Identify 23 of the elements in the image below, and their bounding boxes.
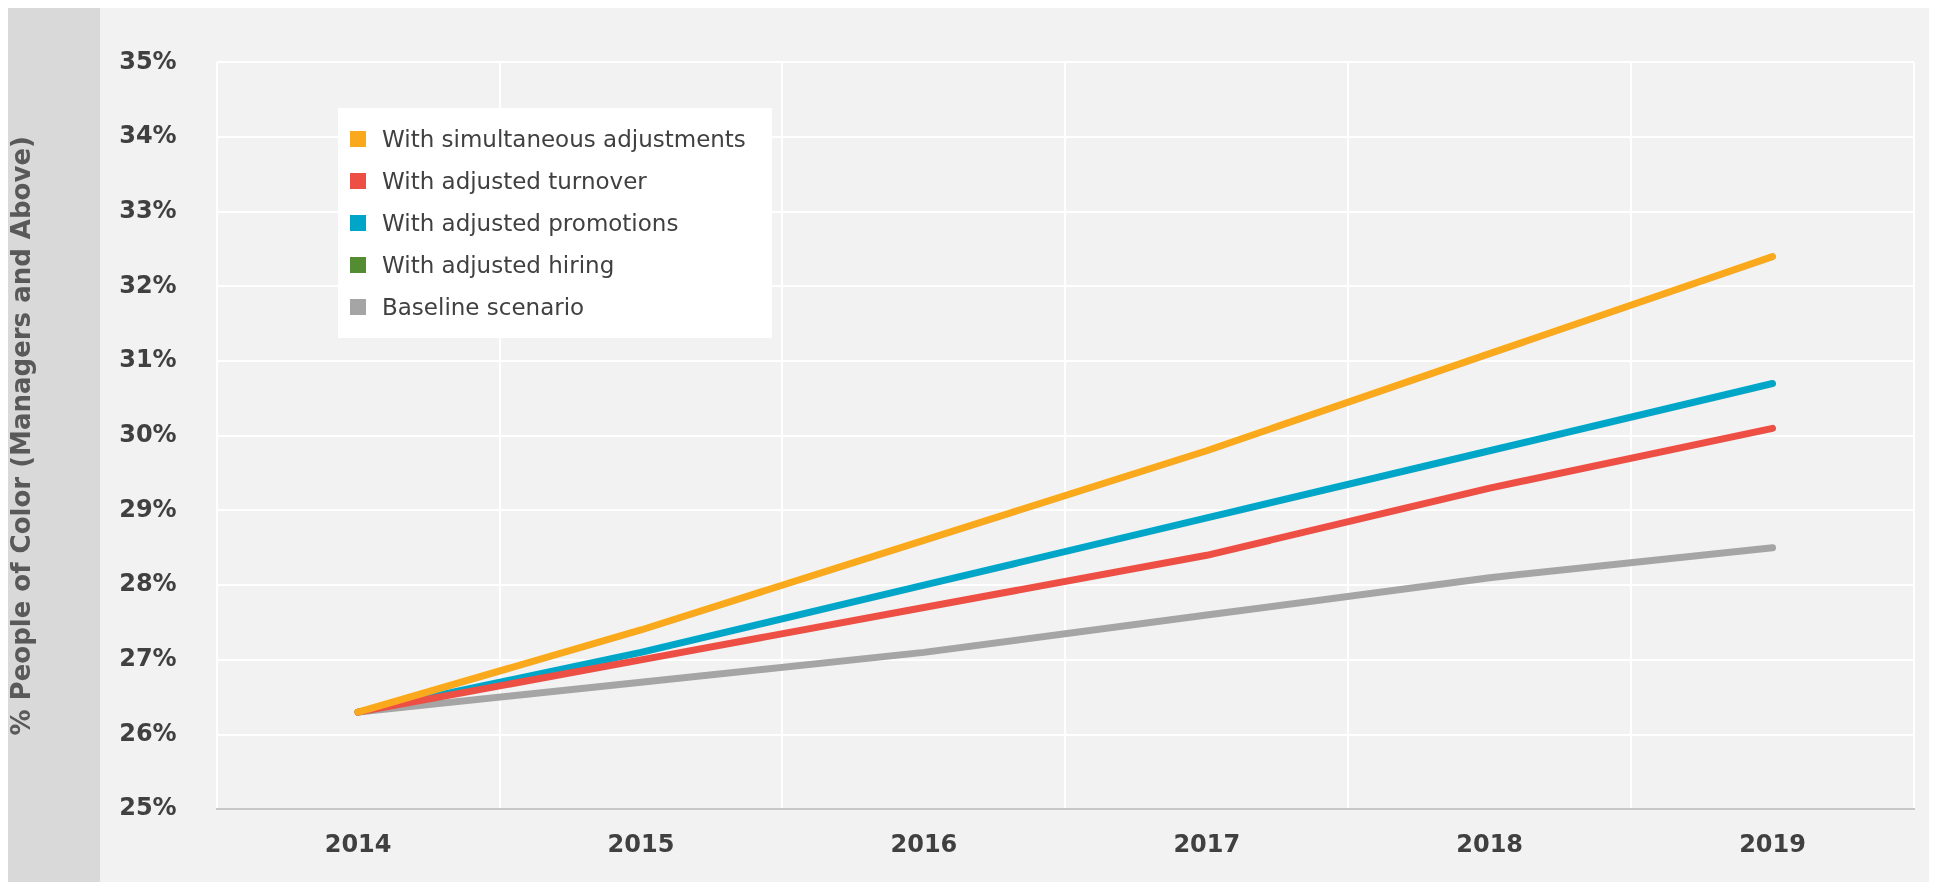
x-tick-label: 2014 — [324, 829, 392, 858]
y-tick-label: 29% — [119, 494, 177, 523]
y-tick-label: 26% — [119, 718, 177, 747]
legend-label: With adjusted hiring — [382, 252, 615, 278]
y-tick-label: 25% — [119, 793, 177, 822]
y-axis-title: % People of Color (Managers and Above) — [6, 136, 37, 736]
x-tick-label: 2017 — [1173, 829, 1241, 858]
y-tick-label: 33% — [119, 195, 177, 224]
y-tick-label: 35% — [119, 46, 177, 75]
y-tick-label: 27% — [119, 644, 177, 673]
x-tick-label: 2019 — [1739, 829, 1806, 858]
y-tick-label: 30% — [119, 420, 177, 449]
y-tick-label: 31% — [119, 345, 177, 374]
y-tick-label: 28% — [119, 569, 177, 598]
legend-label: With adjusted promotions — [382, 210, 679, 236]
legend-label: With adjusted turnover — [382, 168, 647, 194]
legend-label: Baseline scenario — [382, 294, 585, 320]
legend-label: With simultaneous adjustments — [382, 126, 746, 152]
y-tick-label: 32% — [119, 270, 177, 299]
y-tick-label: 34% — [119, 121, 177, 150]
x-tick-label: 2016 — [890, 829, 958, 858]
x-tick-label: 2018 — [1456, 829, 1524, 858]
x-tick-label: 2015 — [607, 829, 675, 858]
